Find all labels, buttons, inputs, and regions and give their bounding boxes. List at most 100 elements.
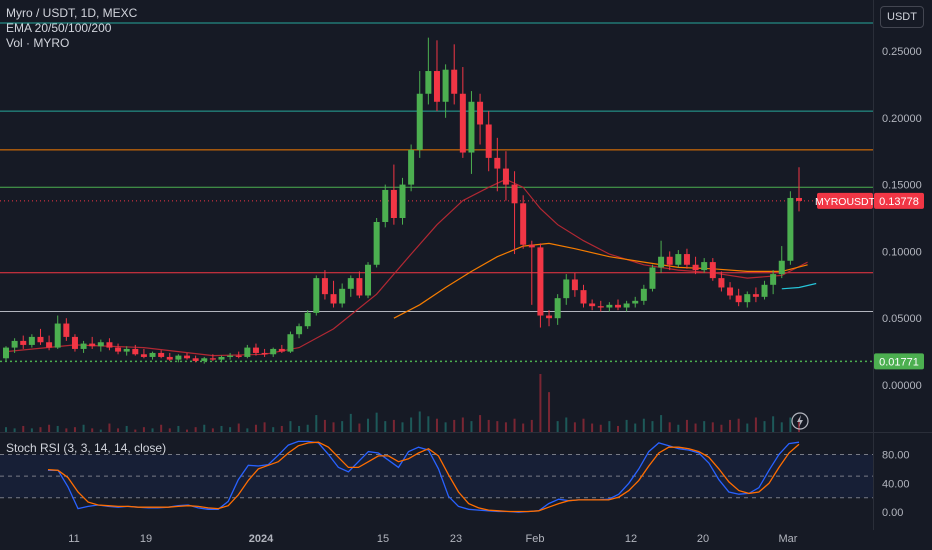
stoch-tick-label: 0.00: [882, 507, 903, 519]
candle-body: [709, 262, 716, 279]
candle-body: [278, 348, 285, 352]
last-price-tag-label: 0.13778: [879, 196, 919, 208]
candle-body: [614, 304, 621, 308]
volume-bar: [435, 418, 438, 432]
lightning-icon[interactable]: [791, 412, 809, 430]
volume-bar: [13, 428, 16, 432]
volume-bar: [453, 419, 456, 432]
volume-bar: [306, 424, 309, 432]
volume-bar: [634, 423, 637, 432]
lightning-icon-ring: [791, 412, 809, 430]
candle-body: [451, 69, 458, 94]
candle-body: [589, 303, 596, 307]
candle-body: [20, 340, 27, 345]
time-tick-label: 11: [68, 533, 79, 545]
candle-body: [97, 342, 104, 347]
candle-body: [658, 256, 665, 268]
volume-bar: [479, 415, 482, 432]
candle-body: [683, 254, 690, 265]
price-tick-label: 0.20000: [882, 113, 922, 125]
time-tick-label: 12: [625, 533, 637, 545]
candle-body: [321, 278, 328, 295]
volume-bar: [254, 424, 257, 432]
candle-body: [382, 189, 389, 223]
volume-bar: [685, 419, 688, 432]
stoch-tick-label: 80.00: [882, 449, 910, 461]
volume-bar: [263, 422, 266, 432]
volume-bar: [134, 429, 137, 432]
candle-body: [494, 157, 501, 169]
candle-body: [132, 348, 139, 355]
candle-body: [106, 342, 113, 348]
volume-bar: [427, 416, 430, 432]
price-tick-label: 0.25000: [882, 46, 922, 58]
candle-body: [3, 347, 9, 359]
chart-header: Myro / USDT, 1D, MEXC EMA 20/50/100/200 …: [6, 6, 137, 51]
candle-body: [296, 326, 303, 335]
candle-body: [365, 264, 372, 296]
candle-body: [201, 358, 208, 361]
volume-bar: [470, 421, 473, 432]
ema-indicator-label[interactable]: EMA 20/50/100/200: [6, 21, 112, 35]
candle-body: [442, 69, 449, 102]
volume-bar: [754, 417, 757, 432]
volume-bar: [573, 422, 576, 432]
volume-bar: [160, 424, 163, 432]
candle-body: [46, 342, 53, 348]
volume-bar: [651, 421, 654, 432]
candle-body: [623, 303, 630, 308]
volume-bar: [591, 423, 594, 432]
volume-bar: [289, 421, 292, 432]
volume-bar: [798, 418, 800, 432]
currency-button[interactable]: USDT: [880, 6, 924, 28]
candle-body: [416, 93, 423, 150]
volume-bar: [616, 425, 619, 432]
volume-bar: [746, 423, 749, 432]
candle-body: [140, 354, 147, 357]
symbol-price-tag: [817, 192, 873, 209]
candle-body: [425, 71, 432, 94]
candle-body: [761, 284, 768, 297]
candle-body: [727, 287, 734, 296]
volume-indicator-label[interactable]: Vol · MYRO: [6, 36, 70, 50]
volume-bar: [384, 421, 387, 432]
volume-bar: [323, 419, 326, 432]
volume-bar: [642, 418, 645, 432]
volume-bar: [772, 416, 775, 432]
volume-bar: [487, 419, 490, 432]
volume-bar: [186, 429, 189, 432]
volume-bar: [30, 428, 33, 432]
volume-bar: [91, 428, 94, 432]
volume-bar: [298, 425, 301, 432]
candle-body: [89, 343, 96, 347]
symbol-title[interactable]: Myro / USDT, 1D, MEXC: [6, 6, 138, 20]
support-price-tag-label: 0.01771: [879, 356, 919, 368]
time-tick-label: 23: [450, 533, 462, 545]
volume-bar: [789, 417, 792, 432]
candle-body: [735, 295, 742, 303]
volume-bar: [117, 428, 120, 432]
time-tick-label: 20: [697, 533, 709, 545]
candle-body: [511, 184, 518, 204]
time-tick-label: 15: [377, 533, 389, 545]
support-price-tag: [874, 353, 924, 370]
time-tick-label: Feb: [526, 533, 545, 545]
candle-body: [666, 256, 673, 265]
volume-bar: [272, 427, 275, 432]
volume-bar: [237, 423, 240, 432]
candle-body: [373, 222, 380, 265]
candle-body: [339, 288, 346, 304]
volume-bar: [599, 424, 602, 432]
price-tick-label: 0.05000: [882, 313, 922, 325]
candle-body: [485, 124, 492, 158]
candle-body: [770, 274, 777, 285]
volume-bar: [711, 422, 714, 432]
candle-body: [744, 294, 751, 303]
candle-body: [28, 336, 35, 345]
candle-body: [192, 358, 199, 361]
stoch-rsi-title[interactable]: Stoch RSI (3, 3, 14, 14, close): [6, 441, 167, 455]
price-tick-label: 0.10000: [882, 246, 922, 258]
candle-body: [11, 340, 18, 348]
